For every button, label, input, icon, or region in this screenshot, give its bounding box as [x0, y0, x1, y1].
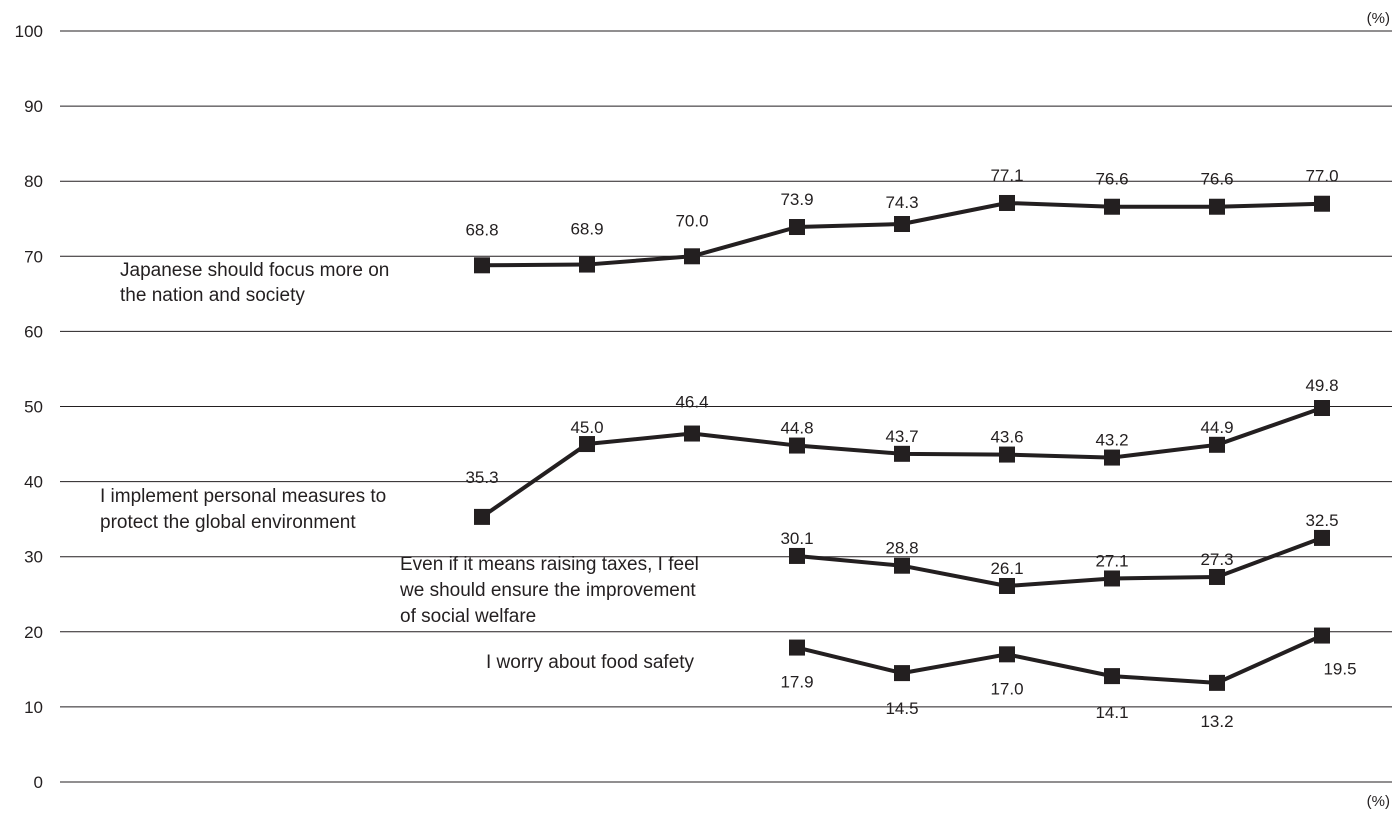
data-label: 35.3	[465, 468, 498, 487]
series-1: 35.3 45.0 46.4 44.8 43.7 43.6 43.2 44.9 49.8 I im…	[100, 376, 1339, 533]
data-point-marker	[894, 445, 910, 462]
data-label: 74.3	[885, 193, 918, 212]
series-label: I implement personal measures to	[100, 486, 386, 507]
y-tick-label: 80	[24, 172, 43, 191]
data-point-marker	[894, 557, 910, 574]
y-tick-label: 70	[24, 247, 43, 266]
data-point-marker	[579, 256, 595, 273]
y-tick-label: 100	[15, 22, 43, 41]
data-point-marker	[999, 577, 1015, 594]
data-label: 14.1	[1095, 703, 1128, 722]
series: 68.8 68.9 70.0 73.9 74.3 77.1 76.6 76.6 77.0 Japa…	[100, 166, 1357, 731]
series-label: we should ensure the improvement	[399, 580, 696, 601]
unit-label-bottom: (%)	[1367, 793, 1390, 810]
data-point-marker	[789, 547, 805, 564]
data-label: 70.0	[675, 211, 708, 230]
data-label: 44.8	[780, 419, 813, 438]
y-tick-label: 0	[34, 773, 43, 792]
data-point-marker	[1209, 198, 1225, 215]
data-label: 49.8	[1305, 376, 1338, 395]
data-label: 68.9	[570, 220, 603, 239]
series-line	[796, 633, 1323, 685]
data-point-marker	[1209, 674, 1225, 691]
data-point-marker	[894, 216, 910, 233]
data-point-marker	[1104, 570, 1120, 587]
y-tick-label: 40	[24, 473, 43, 492]
data-point-marker	[999, 194, 1015, 211]
data-label: 27.1	[1095, 551, 1128, 570]
series-2: 30.1 28.8 26.1 27.1 27.3 32.5 Even if it means…	[399, 511, 1339, 627]
y-tick-label: 60	[24, 322, 43, 341]
data-label: 17.0	[990, 679, 1023, 698]
data-label: 43.2	[1095, 431, 1128, 450]
series-0: 68.8 68.9 70.0 73.9 74.3 77.1 76.6 76.6 77.0 Japa…	[120, 166, 1339, 306]
data-point-marker	[1104, 198, 1120, 215]
data-point-marker	[1209, 568, 1225, 585]
data-point-marker	[1104, 449, 1120, 466]
data-label: 26.1	[990, 559, 1023, 578]
data-label: 28.8	[885, 539, 918, 558]
data-point-marker	[579, 436, 595, 453]
data-point-marker	[999, 446, 1015, 463]
data-point-marker	[1314, 400, 1330, 417]
data-label: 46.4	[675, 393, 708, 412]
series-label: the nation and society	[120, 285, 305, 306]
data-label: 19.5	[1323, 660, 1356, 679]
series-line	[796, 536, 1323, 588]
y-tick-label: 30	[24, 548, 43, 567]
data-point-marker	[684, 248, 700, 265]
data-point-marker	[474, 257, 490, 274]
data-label: 17.9	[780, 673, 813, 692]
y-axis: 0 10 20 30 40 50 60 70 80 90 100	[15, 22, 43, 792]
data-label: 68.8	[465, 220, 498, 239]
data-label: 77.0	[1305, 167, 1338, 186]
grid	[60, 30, 1392, 783]
series-3: 17.9 14.5 17.0 14.1 13.2 19.5 I worry about fo…	[486, 627, 1357, 731]
data-label: 43.7	[885, 427, 918, 446]
y-tick-label: 50	[24, 398, 43, 417]
data-label: 73.9	[780, 190, 813, 209]
data-label: 77.1	[990, 166, 1023, 185]
data-label: 45.0	[570, 418, 603, 437]
data-label: 27.3	[1200, 550, 1233, 569]
data-point-marker	[1314, 529, 1330, 546]
y-tick-label: 20	[24, 623, 43, 642]
data-point-marker	[1314, 195, 1330, 212]
data-point-marker	[999, 646, 1015, 663]
series-label: of social welfare	[400, 606, 536, 627]
data-point-marker	[684, 425, 700, 442]
data-label: 76.6	[1200, 170, 1233, 189]
data-point-marker	[894, 665, 910, 682]
data-label: 14.5	[885, 699, 918, 718]
data-point-marker	[789, 639, 805, 656]
series-label: I worry about food safety	[486, 652, 695, 673]
data-point-marker	[1104, 668, 1120, 685]
data-point-marker	[1314, 627, 1330, 644]
data-label: 30.1	[780, 529, 813, 548]
data-point-marker	[789, 437, 805, 454]
series-label: Even if it means raising taxes, I feel	[400, 554, 699, 575]
series-line	[480, 406, 1323, 519]
series-label: protect the global environment	[100, 512, 356, 533]
data-label: 76.6	[1095, 170, 1128, 189]
y-tick-label: 10	[24, 698, 43, 717]
data-label: 44.9	[1200, 418, 1233, 437]
data-label: 13.2	[1200, 712, 1233, 731]
data-label: 43.6	[990, 428, 1023, 447]
unit-label-top: (%)	[1367, 10, 1390, 27]
y-tick-label: 90	[24, 97, 43, 116]
data-label: 32.5	[1305, 511, 1338, 530]
data-point-marker	[1209, 436, 1225, 453]
data-point-marker	[474, 508, 490, 525]
series-label: Japanese should focus more on	[120, 260, 389, 281]
data-point-marker	[789, 219, 805, 236]
